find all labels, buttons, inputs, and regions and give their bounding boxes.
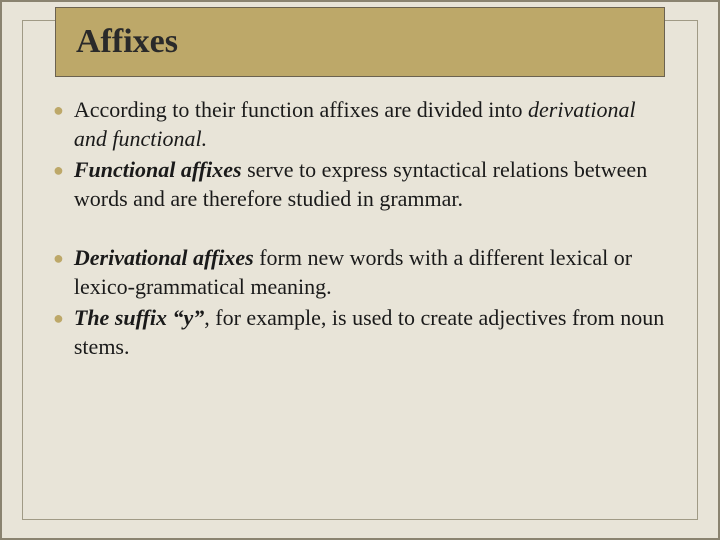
- bullet-item: ● According to their function affixes are…: [53, 95, 667, 153]
- text-run: Derivational affixes: [74, 245, 254, 270]
- bullet-item: ● Derivational affixes form new words wit…: [53, 243, 667, 301]
- slide-title: Affixes: [76, 23, 178, 61]
- title-bar: Affixes: [55, 7, 665, 77]
- slide-frame: Affixes ● According to their function aff…: [22, 20, 698, 520]
- bullet-item: ● Functional affixes serve to express syn…: [53, 155, 667, 213]
- bullet-marker-icon: ●: [53, 159, 64, 183]
- text-run: According to their function affixes are …: [74, 97, 528, 122]
- slide: Affixes ● According to their function aff…: [0, 0, 720, 540]
- bullet-marker-icon: ●: [53, 307, 64, 331]
- bullet-marker-icon: ●: [53, 247, 64, 271]
- bullet-text: The suffix “y”, for example, is used to …: [74, 303, 667, 361]
- bullet-marker-icon: ●: [53, 99, 64, 123]
- text-run: The suffix “y”: [74, 305, 204, 330]
- bullet-text: According to their function affixes are …: [74, 95, 667, 153]
- bullet-block: ● Derivational affixes form new words wit…: [53, 243, 667, 361]
- bullet-block: ● According to their function affixes are…: [53, 95, 667, 213]
- text-run: Functional affixes: [74, 157, 242, 182]
- bullet-text: Functional affixes serve to express synt…: [74, 155, 667, 213]
- bullet-text: Derivational affixes form new words with…: [74, 243, 667, 301]
- bullet-item: ● The suffix “y”, for example, is used to…: [53, 303, 667, 361]
